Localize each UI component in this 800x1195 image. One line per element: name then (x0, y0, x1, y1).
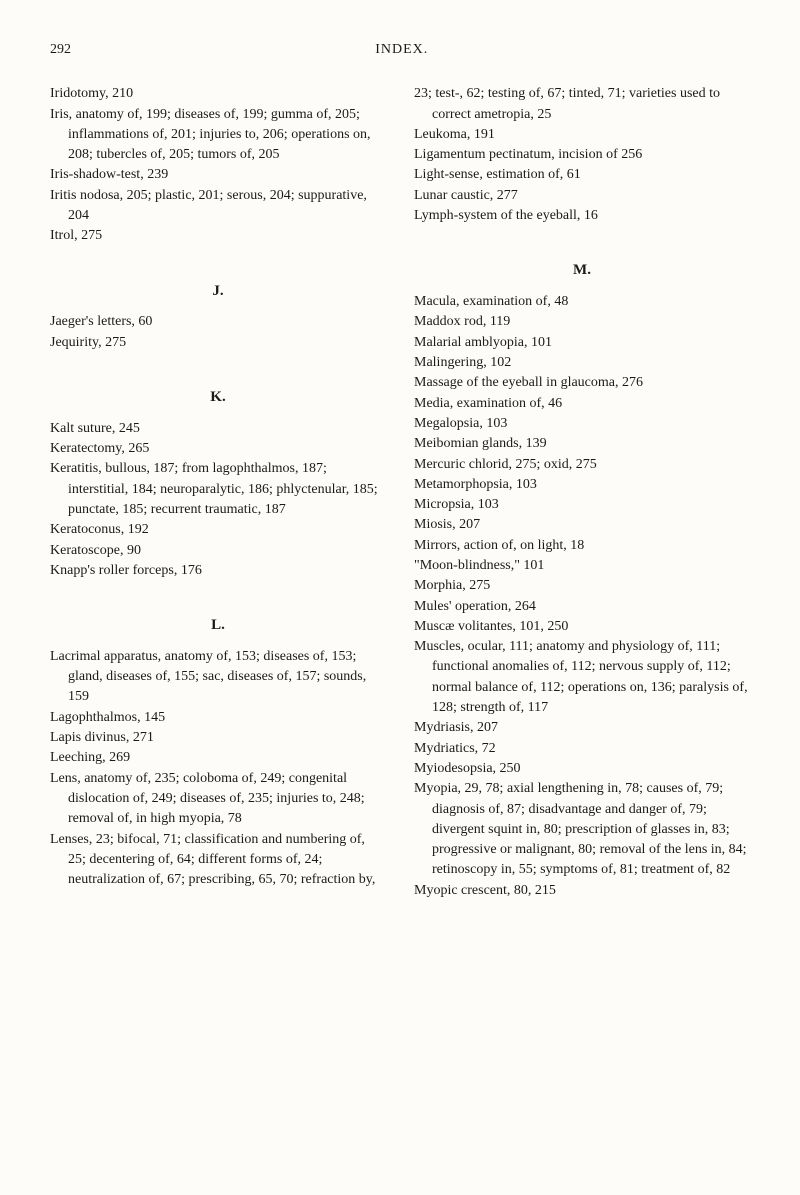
left-column: Iridotomy, 210 Iris, anatomy of, 199; di… (50, 84, 386, 901)
index-entry: Iritis nodosa, 205; plastic, 201; serous… (50, 186, 386, 227)
index-entry: Mydriasis, 207 (414, 718, 750, 738)
index-entry: Keratoscope, 90 (50, 541, 386, 561)
index-entry: Massage of the eyeball in glaucoma, 276 (414, 373, 750, 393)
index-entry: Myopic crescent, 80, 215 (414, 881, 750, 901)
index-entry: Lagophthalmos, 145 (50, 708, 386, 728)
index-entry: Muscæ volitantes, 101, 250 (414, 617, 750, 637)
index-entry: Macula, examination of, 48 (414, 292, 750, 312)
index-entry: Megalopsia, 103 (414, 414, 750, 434)
index-entry: Myopia, 29, 78; axial lengthening in, 78… (414, 779, 750, 880)
header-spacer (732, 40, 750, 60)
index-entry: "Moon-blindness," 101 (414, 556, 750, 576)
index-entry: Myiodesopsia, 250 (414, 759, 750, 779)
page-title: INDEX. (375, 40, 428, 60)
index-entry: Mules' operation, 264 (414, 597, 750, 617)
index-entry: Keratoconus, 192 (50, 520, 386, 540)
index-entry: Miosis, 207 (414, 515, 750, 535)
index-entry: Iris, anatomy of, 199; diseases of, 199;… (50, 105, 386, 166)
section-letter-j: J. (50, 281, 386, 303)
index-entry: Iridotomy, 210 (50, 84, 386, 104)
index-entry: Maddox rod, 119 (414, 312, 750, 332)
index-entry: Muscles, ocular, 111; anatomy and physio… (414, 637, 750, 718)
index-entry: Media, examination of, 46 (414, 394, 750, 414)
index-entry: Mydriatics, 72 (414, 739, 750, 759)
index-entry: Micropsia, 103 (414, 495, 750, 515)
index-entry: Lenses, 23; bifocal, 71; classification … (50, 830, 386, 891)
section-letter-l: L. (50, 615, 386, 637)
right-column: 23; test-, 62; testing of, 67; tinted, 7… (414, 84, 750, 901)
index-entry: Keratitis, bullous, 187; from lagophthal… (50, 459, 386, 520)
index-entry: Lapis divinus, 271 (50, 728, 386, 748)
index-entry: Malingering, 102 (414, 353, 750, 373)
index-entry: Kalt suture, 245 (50, 419, 386, 439)
index-entry: Knapp's roller forceps, 176 (50, 561, 386, 581)
index-entry: Malarial amblyopia, 101 (414, 333, 750, 353)
index-entry: Light-sense, estimation of, 61 (414, 165, 750, 185)
index-entry: Jaeger's letters, 60 (50, 312, 386, 332)
index-entry: Mercuric chlorid, 275; oxid, 275 (414, 455, 750, 475)
index-entry: Metamorphopsia, 103 (414, 475, 750, 495)
index-entry: Leeching, 269 (50, 748, 386, 768)
page-number: 292 (50, 40, 71, 60)
index-entry: 23; test-, 62; testing of, 67; tinted, 7… (414, 84, 750, 125)
index-entry: Lacrimal apparatus, anatomy of, 153; dis… (50, 647, 386, 708)
index-entry: Lymph-system of the eyeball, 16 (414, 206, 750, 226)
index-entry: Mirrors, action of, on light, 18 (414, 536, 750, 556)
page-header: 292 INDEX. (50, 40, 750, 60)
index-entry: Keratectomy, 265 (50, 439, 386, 459)
section-letter-k: K. (50, 387, 386, 409)
index-entry: Ligamentum pectinatum, incision of 256 (414, 145, 750, 165)
index-entry: Itrol, 275 (50, 226, 386, 246)
index-entry: Leukoma, 191 (414, 125, 750, 145)
index-entry: Lunar caustic, 277 (414, 186, 750, 206)
index-entry: Iris-shadow-test, 239 (50, 165, 386, 185)
index-entry: Meibomian glands, 139 (414, 434, 750, 454)
index-entry: Jequirity, 275 (50, 333, 386, 353)
section-letter-m: M. (414, 260, 750, 282)
index-entry: Morphia, 275 (414, 576, 750, 596)
index-entry: Lens, anatomy of, 235; coloboma of, 249;… (50, 769, 386, 830)
index-columns: Iridotomy, 210 Iris, anatomy of, 199; di… (50, 84, 750, 901)
